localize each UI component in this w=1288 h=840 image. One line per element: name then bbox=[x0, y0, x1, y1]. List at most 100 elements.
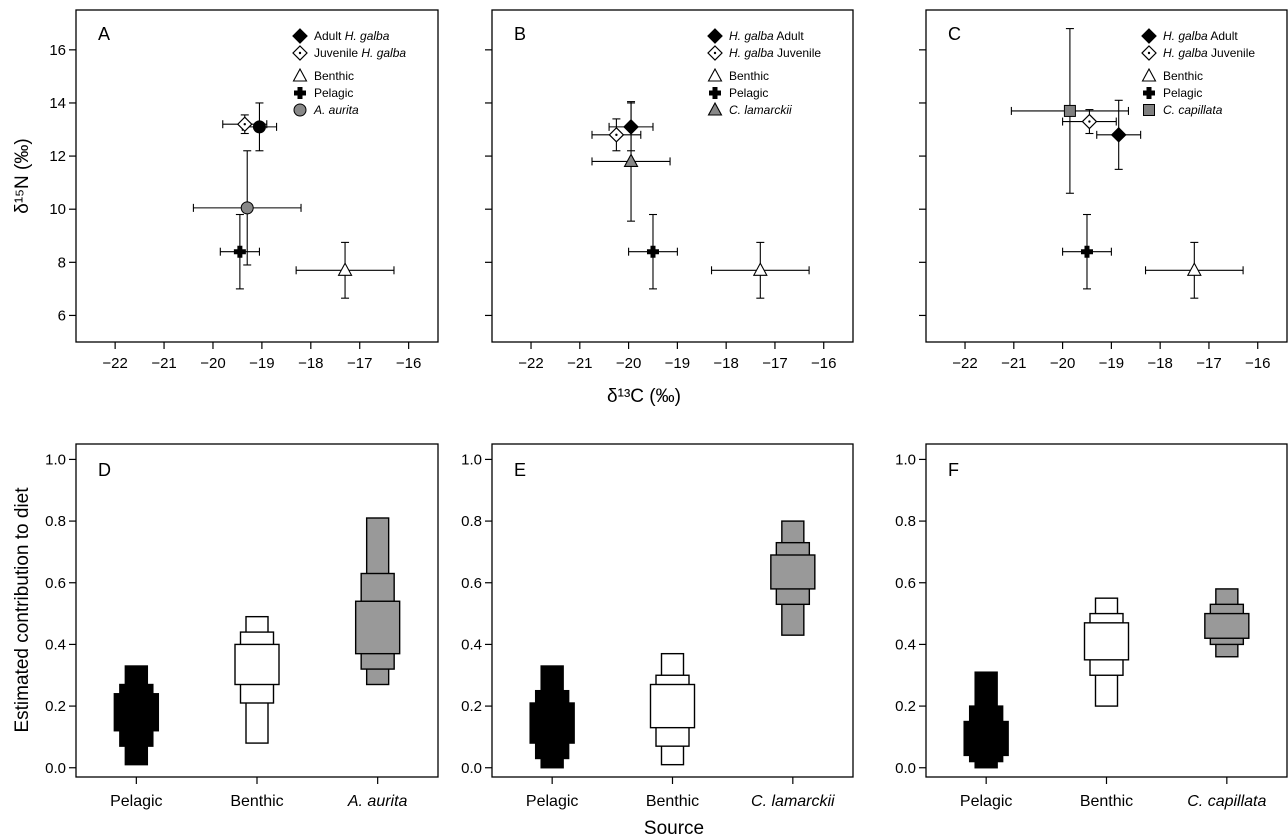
y-tick-label: 10 bbox=[49, 201, 66, 218]
y-tick-label: 8 bbox=[58, 254, 66, 271]
legend-marker bbox=[292, 67, 308, 82]
x-tick-label: −19 bbox=[249, 355, 274, 372]
panel-letter: B bbox=[514, 24, 526, 44]
x-tick-label: −17 bbox=[762, 355, 787, 372]
panel-E: E 0.0 0.2 0.4 0.6 0.8 1.0 Pelagic Benthic C. lama… bbox=[461, 443, 854, 810]
legend-marker bbox=[1143, 104, 1155, 116]
panels-layer: A −22 −21 −20 −19 −18 −17 −16 6 8 10 12 14 16 Adult H.… bbox=[45, 9, 1288, 810]
legend-marker bbox=[1143, 87, 1155, 99]
plot-frame bbox=[925, 9, 1288, 343]
legend-marker-dot bbox=[298, 51, 302, 55]
x-axis-title-bottom: Source bbox=[644, 818, 704, 839]
x-tick-label: −19 bbox=[1099, 355, 1124, 372]
x-tick-label: −16 bbox=[1245, 355, 1270, 372]
data-point-cross-filled bbox=[628, 213, 678, 290]
legend-marker-dot bbox=[1147, 51, 1151, 55]
point-marker-dot bbox=[243, 123, 246, 126]
y-tick-label: 0.6 bbox=[895, 575, 916, 592]
x-tick-label: −19 bbox=[665, 355, 690, 372]
ci50-box bbox=[1204, 612, 1250, 639]
legend-marker bbox=[709, 87, 721, 99]
panel-F: F 0.0 0.2 0.4 0.6 0.8 1.0 Pelagic Benthic C. capi… bbox=[895, 443, 1288, 810]
legend-label-4: C. lamarckii bbox=[729, 103, 792, 117]
source-boxes-benthic bbox=[1083, 597, 1130, 707]
legend-label-2: Benthic bbox=[314, 69, 354, 83]
point-marker bbox=[646, 245, 659, 258]
legend-label-2: Benthic bbox=[729, 69, 769, 83]
x-tick-label: −22 bbox=[518, 355, 543, 372]
data-point-diamond-open bbox=[1062, 109, 1117, 135]
legend-label-1: H. galba Juvenile bbox=[729, 46, 821, 60]
source-boxes-benthic bbox=[234, 615, 280, 744]
data-point-triangle-open bbox=[1144, 241, 1244, 299]
y-tick-label: 0.0 bbox=[45, 760, 66, 777]
x-tick-label: −16 bbox=[396, 355, 421, 372]
y-tick-label: 6 bbox=[58, 307, 66, 324]
point-marker bbox=[1186, 262, 1202, 276]
category-label: C. lamarckii bbox=[751, 793, 835, 810]
legend-marker bbox=[707, 101, 723, 116]
plot-frame bbox=[75, 9, 439, 343]
ci50-box bbox=[113, 693, 160, 732]
data-point-square-gray bbox=[1010, 28, 1130, 194]
y-tick-label: 0.8 bbox=[461, 513, 482, 530]
panel-letter: A bbox=[98, 24, 110, 44]
point-marker bbox=[1110, 126, 1127, 143]
category-label: Benthic bbox=[646, 793, 699, 810]
point-marker bbox=[752, 262, 768, 276]
legend-marker bbox=[292, 28, 308, 44]
y-tick-label: 0.0 bbox=[461, 760, 482, 777]
y-tick-label: 0.0 bbox=[895, 760, 916, 777]
y-tick-label: 0.8 bbox=[45, 513, 66, 530]
source-boxes-clamarckii bbox=[770, 520, 816, 636]
ci50-box bbox=[770, 554, 816, 590]
legend-label-0: H. galba Adult bbox=[729, 29, 804, 43]
point-marker bbox=[1063, 104, 1076, 117]
y-tick-label: 14 bbox=[49, 95, 66, 112]
legend-marker-dot bbox=[713, 51, 717, 55]
panel-letter: C bbox=[948, 24, 961, 44]
category-label: Benthic bbox=[230, 793, 283, 810]
y-tick-label: 1.0 bbox=[45, 451, 66, 468]
y-tick-label: 12 bbox=[49, 148, 66, 165]
plot-frame bbox=[491, 9, 854, 343]
legend-marker bbox=[294, 87, 306, 99]
legend-label-4: A. aurita bbox=[313, 103, 359, 117]
x-tick-label: −21 bbox=[1001, 355, 1026, 372]
y-tick-label: 0.4 bbox=[895, 636, 916, 653]
legend-label-4: C. capillata bbox=[1163, 103, 1223, 117]
category-label: Pelagic bbox=[110, 793, 162, 810]
panel-letter: D bbox=[98, 460, 111, 480]
legend-marker bbox=[707, 67, 723, 82]
legend: H. galba Adult H. galba Juvenile Benthic Pe… bbox=[707, 28, 821, 117]
legend-label-2: Benthic bbox=[1163, 69, 1203, 83]
legend: Adult H. galba Juvenile H. galba Benthic Pe… bbox=[292, 28, 406, 117]
legend-label-1: H. galba Juvenile bbox=[1163, 46, 1255, 60]
ci50-box bbox=[529, 702, 575, 744]
legend: H. galba Adult H. galba Juvenile Benthic Pe… bbox=[1141, 28, 1255, 117]
category-label: Benthic bbox=[1080, 793, 1133, 810]
y-axis-title-bottom: Estimated contribution to diet bbox=[12, 487, 33, 733]
x-tick-label: −18 bbox=[298, 355, 323, 372]
source-boxes-pelagic bbox=[113, 665, 160, 766]
point-marker bbox=[252, 120, 266, 134]
y-tick-label: 0.8 bbox=[895, 513, 916, 530]
panel-letter: E bbox=[514, 460, 526, 480]
y-tick-label: 0.6 bbox=[45, 575, 66, 592]
source-boxes-pelagic bbox=[529, 665, 575, 769]
data-point-circle-gray bbox=[192, 150, 302, 266]
x-tick-label: −17 bbox=[347, 355, 372, 372]
y-tick-label: 0.4 bbox=[461, 636, 482, 653]
ci50-box bbox=[234, 643, 280, 686]
y-tick-label: 0.2 bbox=[895, 698, 916, 715]
point-marker bbox=[1080, 245, 1093, 258]
x-tick-label: −22 bbox=[952, 355, 977, 372]
source-boxes-aaurita bbox=[354, 517, 401, 686]
legend-marker bbox=[293, 103, 307, 117]
category-label: Pelagic bbox=[526, 793, 578, 810]
panel-letter: F bbox=[948, 460, 959, 480]
legend-marker bbox=[707, 28, 723, 44]
